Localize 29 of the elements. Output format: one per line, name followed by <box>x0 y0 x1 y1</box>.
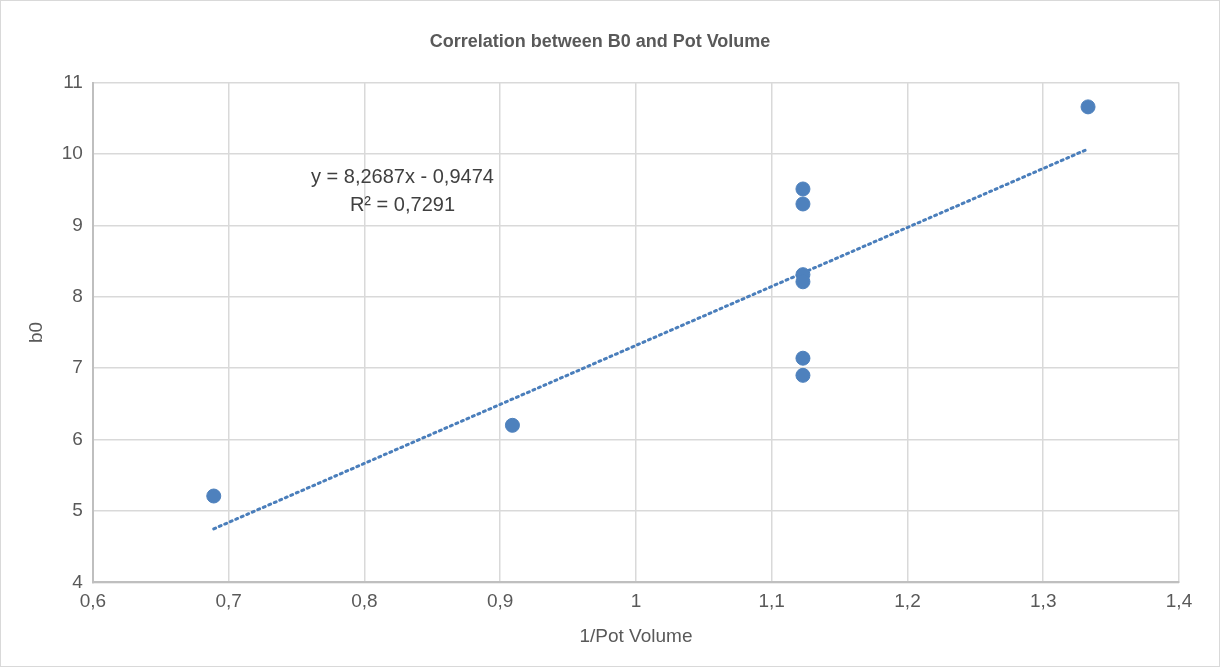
y-tick-label: 5 <box>72 499 83 521</box>
annotation: y = 8,2687x - 0,9474 <box>311 165 494 188</box>
x-tick-label: 0,7 <box>215 590 242 612</box>
x-tick-label: 1,2 <box>894 590 921 612</box>
y-tick-label: 6 <box>72 427 83 449</box>
x-axis-title: 1/Pot Volume <box>579 624 693 646</box>
x-tick-label: 1,3 <box>1030 590 1057 612</box>
y-tick-label: 4 <box>72 570 84 592</box>
x-tick-label: 1,4 <box>1165 590 1193 612</box>
y-tick-label: 7 <box>72 356 83 378</box>
point <box>1080 99 1096 115</box>
y-tick-label: 10 <box>61 142 83 164</box>
x-tick-label: 1 <box>630 590 642 612</box>
annotation: R² = 0,7291 <box>349 193 455 216</box>
x-tick-label: 0,9 <box>487 590 514 612</box>
point <box>206 488 222 504</box>
point <box>795 181 811 197</box>
point <box>795 367 811 383</box>
x-tick-label: 0,8 <box>351 590 378 612</box>
y-axis-title: b0 <box>24 321 46 344</box>
y-tick-label: 11 <box>63 70 83 92</box>
point <box>504 417 520 433</box>
x-tick-label: 1,1 <box>758 590 785 612</box>
point <box>795 196 811 212</box>
y-tick-label: 8 <box>72 285 83 307</box>
y-tick-label: 9 <box>72 213 83 235</box>
point <box>795 350 811 366</box>
chart-title: Correlation between B0 and Pot Volume <box>429 30 771 51</box>
x-tick-label: 0,6 <box>79 590 107 612</box>
